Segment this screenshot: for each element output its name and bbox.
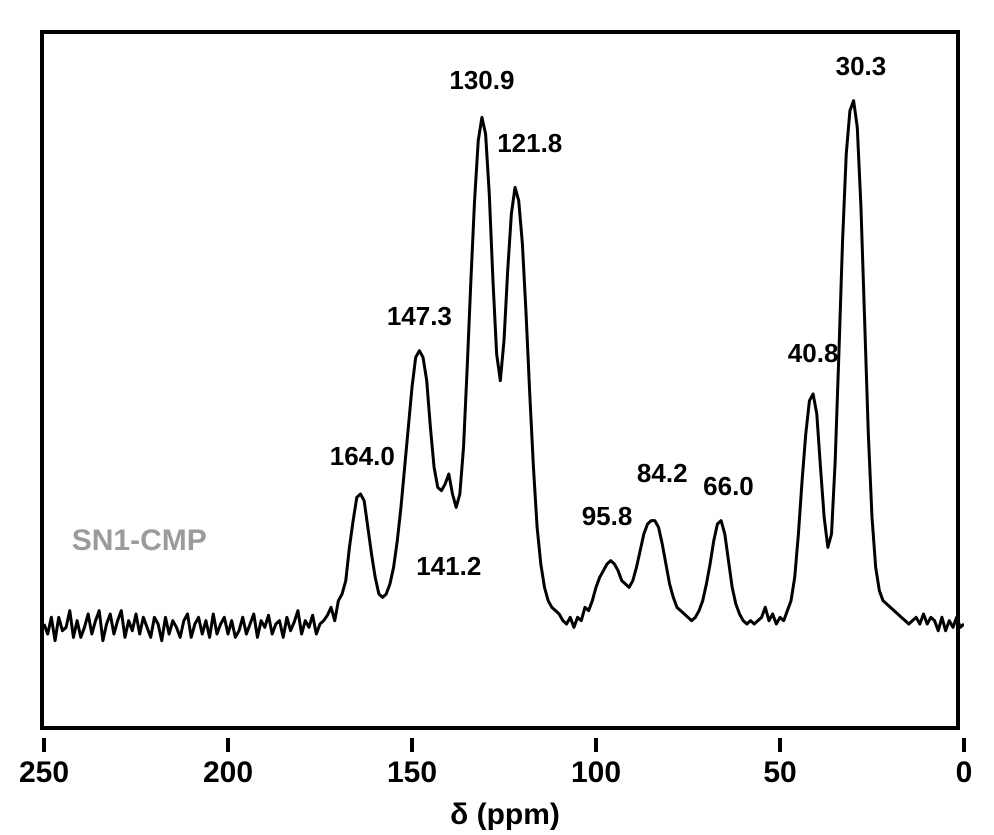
axis-ticks xyxy=(0,0,994,835)
sample-label: SN1-CMP xyxy=(72,524,207,558)
x-tick-label: 50 xyxy=(740,756,820,790)
x-tick-label: 150 xyxy=(372,756,452,790)
x-tick-label: 0 xyxy=(924,756,994,790)
x-tick-label: 250 xyxy=(4,756,84,790)
x-axis-label: δ (ppm) xyxy=(420,798,590,832)
x-tick-label: 200 xyxy=(188,756,268,790)
x-tick-label: 100 xyxy=(556,756,636,790)
peak-label: 147.3 xyxy=(374,301,464,332)
nmr-spectrum-chart: 250 200 150 100 50 0 δ (ppm) 164.0 147.3 141.2 1… xyxy=(0,0,994,835)
peak-label: 141.2 xyxy=(404,551,494,582)
peak-label: 95.8 xyxy=(562,501,652,532)
peak-label: 66.0 xyxy=(683,471,773,502)
peak-label: 130.9 xyxy=(437,65,527,96)
peak-label: 164.0 xyxy=(317,441,407,472)
peak-label: 30.3 xyxy=(816,51,906,82)
peak-label: 40.8 xyxy=(768,338,858,369)
peak-label: 121.8 xyxy=(485,128,575,159)
